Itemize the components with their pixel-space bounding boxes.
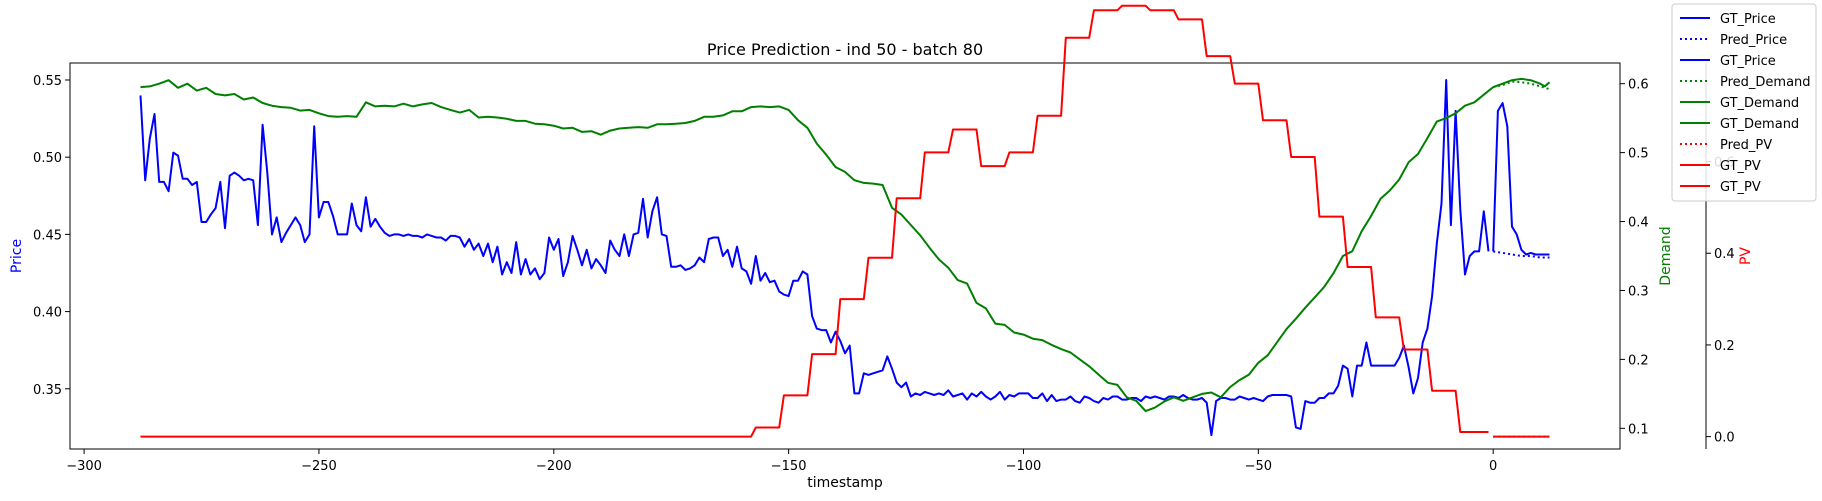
demand-tick-label: 0.1 — [1628, 422, 1649, 437]
legend-label: GT_PV — [1720, 180, 1761, 195]
x-axis-label: timestamp — [807, 475, 883, 491]
legend-label: GT_PV — [1720, 159, 1761, 174]
legend-label: Pred_Demand — [1720, 75, 1811, 90]
price-tick-label: 0.50 — [33, 151, 62, 166]
price-axis-label: Price — [9, 239, 25, 273]
plot-frame — [69, 62, 1621, 450]
series-gt-price — [1492, 102, 1550, 256]
series-gt-price — [139, 79, 1490, 437]
x-axis: −300 −250 −200 −150 −100 −50 0 — [66, 449, 1497, 474]
pv-tick-label: 0.4 — [1714, 247, 1735, 262]
series-gt-demand — [1492, 77, 1551, 89]
series-pred-demand — [1492, 80, 1550, 91]
demand-axis: 0.1 0.2 0.3 0.4 0.5 0.6 — [1620, 78, 1649, 437]
legend-label: Pred_PV — [1720, 138, 1772, 153]
legend-label: GT_Price — [1720, 54, 1776, 69]
legend-label: GT_Price — [1720, 12, 1776, 27]
demand-tick-label: 0.6 — [1628, 78, 1649, 93]
price-tick-label: 0.55 — [33, 74, 62, 89]
plot-area — [139, 4, 1551, 438]
demand-tick-label: 0.3 — [1628, 284, 1649, 299]
price-tick-label: 0.35 — [33, 383, 62, 398]
x-tick-label: −150 — [771, 459, 807, 474]
pv-tick-label: 0.2 — [1714, 339, 1735, 354]
x-tick-label: 0 — [1489, 459, 1497, 474]
x-tick-label: −300 — [66, 459, 102, 474]
chart-title: Price Prediction - ind 50 - batch 80 — [707, 40, 983, 59]
x-tick-label: −100 — [1006, 459, 1042, 474]
price-tick-label: 0.40 — [33, 306, 62, 321]
pv-tick-label: 0.0 — [1714, 431, 1735, 446]
series-gt-pv — [140, 4, 1489, 438]
legend-label: GT_Demand — [1720, 117, 1799, 132]
demand-tick-label: 0.2 — [1628, 353, 1649, 368]
x-tick-label: −250 — [301, 459, 337, 474]
price-axis: 0.35 0.40 0.45 0.50 0.55 — [33, 74, 70, 398]
legend-box — [1671, 3, 1817, 202]
legend-label: GT_Demand — [1720, 96, 1799, 111]
series-gt-demand — [140, 79, 1494, 413]
x-tick-label: −50 — [1245, 459, 1272, 474]
demand-tick-label: 0.5 — [1628, 147, 1649, 162]
legend: GT_Price Pred_Price GT_Price Pred_Demand GT_… — [1671, 3, 1817, 202]
legend-label: Pred_Price — [1720, 33, 1787, 48]
pv-axis-label: PV — [1738, 247, 1754, 265]
price-tick-label: 0.45 — [33, 228, 62, 243]
x-tick-label: −200 — [536, 459, 572, 474]
demand-tick-label: 0.4 — [1628, 216, 1649, 231]
demand-axis-label: Demand — [1658, 226, 1674, 285]
